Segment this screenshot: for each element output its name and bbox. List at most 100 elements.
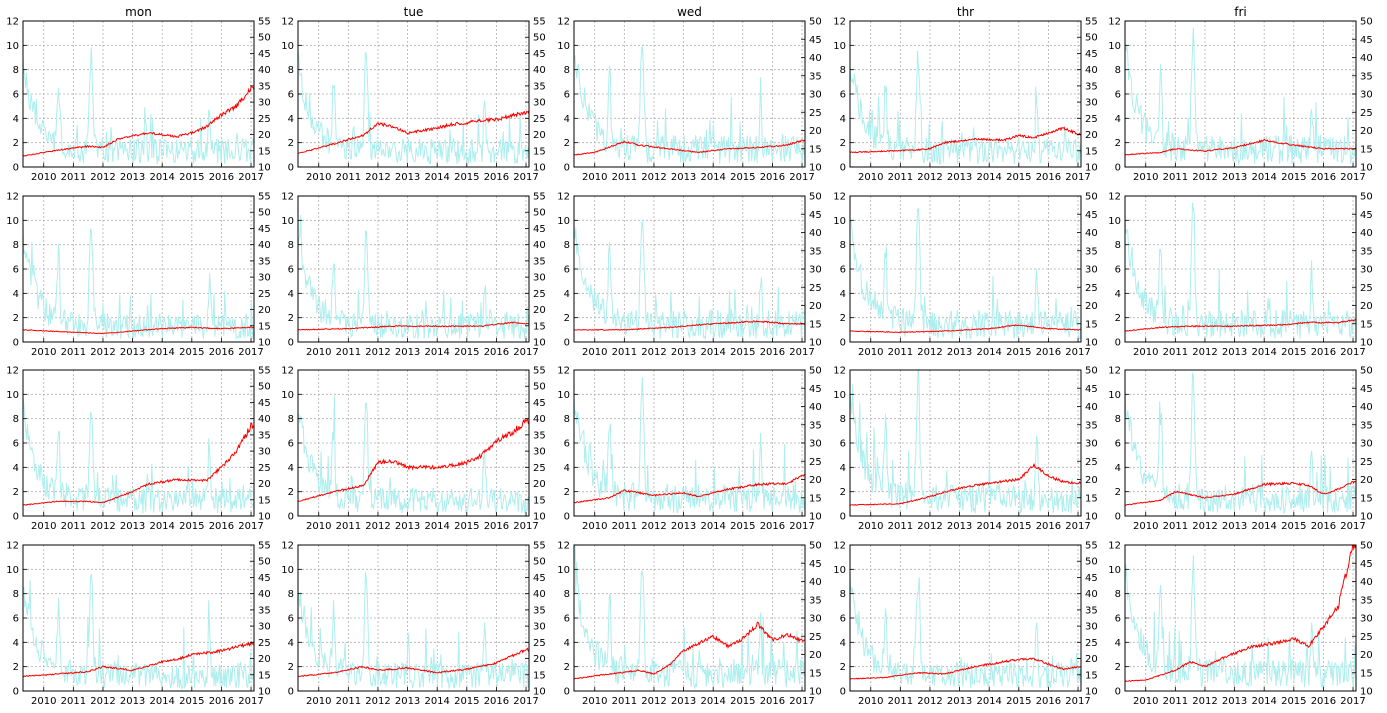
subplot-r2-c4: 0 2 4 6 8 10 12 10 15 20 25 30 35 40 45 50 2010 2011 2012 2… (1108, 366, 1372, 533)
x-tick-label: 2010 (306, 347, 331, 358)
y-right-tick-label: 30 (1360, 614, 1373, 625)
x-tick-label: 2011 (1163, 521, 1188, 532)
x-tick-label: 2014 (700, 521, 725, 532)
red-series-line (298, 321, 529, 331)
y-left-tick-label: 10 (833, 41, 846, 52)
x-tick-label: 2012 (917, 696, 942, 707)
x-tick-label: 2010 (582, 521, 607, 532)
x-tick-label: 2011 (61, 347, 86, 358)
y-right-tick-label: 20 (533, 654, 546, 665)
y-right-tick-label: 50 (258, 33, 271, 44)
y-right-tick-label: 40 (1085, 228, 1098, 239)
y-right-tick-label: 40 (258, 240, 271, 251)
y-right-tick-label: 35 (1360, 246, 1373, 257)
y-right-tick-label: 20 (1085, 654, 1098, 665)
y-right-tick-label: 50 (533, 557, 546, 568)
y-right-tick-label: 50 (1085, 366, 1098, 377)
y-right-tick-label: 15 (533, 495, 546, 506)
y-right-tick-label: 45 (258, 573, 271, 584)
y-left-tick-label: 6 (840, 439, 846, 450)
y-left-tick-label: 12 (281, 541, 294, 552)
x-tick-label: 2017 (238, 172, 263, 183)
y-left-tick-label: 8 (564, 414, 570, 425)
y-left-tick-label: 12 (557, 366, 570, 377)
y-right-tick-label: 40 (809, 228, 822, 239)
y-left-tick-label: 8 (840, 65, 846, 76)
x-tick-label: 2015 (454, 172, 479, 183)
x-tick-label: 2016 (484, 172, 509, 183)
x-tick-label: 2015 (1006, 521, 1031, 532)
y-left-tick-label: 6 (288, 265, 294, 276)
x-tick-label: 2014 (1251, 521, 1276, 532)
y-left-tick-label: 8 (840, 589, 846, 600)
grid (1125, 544, 1356, 692)
y-left-tick-label: 8 (13, 240, 19, 251)
x-tick-label: 2016 (209, 696, 234, 707)
subplot-r3-c2: 0 2 4 6 8 10 12 10 15 20 25 30 35 40 45 50 2010 2011 2012 2… (557, 541, 822, 708)
x-tick-label: 2011 (1163, 696, 1188, 707)
x-tick-label: 2017 (1065, 696, 1090, 707)
y-right-tick-label: 25 (1085, 283, 1098, 294)
y-left-tick-label: 10 (1108, 565, 1121, 576)
y-left-tick-label: 4 (13, 114, 19, 125)
y-left-tick-label: 6 (288, 614, 294, 625)
y-left-tick-label: 12 (833, 541, 846, 552)
x-tick-label: 2010 (306, 696, 331, 707)
x-tick-label: 2012 (90, 521, 115, 532)
y-left-tick-label: 10 (281, 41, 294, 52)
x-tick-label: 2011 (336, 521, 361, 532)
x-tick-label: 2015 (179, 347, 204, 358)
y-right-tick-label: 50 (533, 208, 546, 219)
y-right-tick-label: 30 (1360, 265, 1373, 276)
x-tick-label: 2010 (31, 172, 56, 183)
y-left-tick-label: 10 (1108, 41, 1121, 52)
y-right-tick-label: 15 (1360, 493, 1373, 504)
subplot-r3-c1: 0 2 4 6 8 10 12 10 15 20 25 30 35 40 45 50 55 2010 2011 201… (281, 541, 545, 708)
y-right-tick-label: 20 (1360, 301, 1373, 312)
y-left-tick-label: 6 (1115, 265, 1121, 276)
y-left-tick-label: 2 (1115, 313, 1121, 324)
subplot-r3-c3: 0 2 4 6 8 10 12 10 15 20 25 30 35 40 45 50 55 2010 2011 201… (833, 541, 1097, 708)
y-right-tick-label: 30 (1360, 90, 1373, 101)
y-right-tick-label: 35 (533, 430, 546, 441)
red-series-line (1125, 480, 1356, 506)
x-tick-label: 2012 (917, 172, 942, 183)
y-right-tick-label: 10 (1360, 687, 1373, 698)
x-tick-label: 2016 (1036, 347, 1061, 358)
x-tick-label: 2012 (365, 696, 390, 707)
y-right-tick-label: 50 (809, 192, 822, 203)
y-right-tick-label: 55 (1085, 17, 1098, 28)
y-right-tick-label: 50 (1360, 192, 1373, 203)
y-right-tick-label: 30 (258, 98, 271, 109)
x-tick-label: 2017 (1065, 521, 1090, 532)
y-left-tick-label: 8 (288, 589, 294, 600)
y-left-tick-label: 0 (13, 687, 19, 698)
y-left-tick-label: 2 (564, 662, 570, 673)
subplot-title: thr (957, 5, 974, 19)
y-right-tick-label: 10 (809, 512, 822, 523)
x-tick-label: 2016 (209, 172, 234, 183)
red-series-line (1125, 138, 1356, 156)
y-right-tick-label: 25 (1360, 632, 1373, 643)
y-left-tick-label: 12 (833, 17, 846, 28)
y-right-tick-label: 55 (533, 541, 546, 552)
x-tick-label: 2017 (789, 521, 814, 532)
x-tick-label: 2013 (120, 521, 145, 532)
y-right-tick-label: 30 (809, 90, 822, 101)
x-tick-label: 2010 (858, 172, 883, 183)
y-left-tick-label: 0 (1115, 163, 1121, 174)
red-series-line (574, 621, 805, 680)
x-tick-label: 2010 (1133, 696, 1158, 707)
y-right-tick-label: 25 (258, 289, 271, 300)
y-right-tick-label: 40 (533, 414, 546, 425)
y-right-tick-label: 10 (1360, 512, 1373, 523)
y-right-tick-label: 45 (809, 559, 822, 570)
red-series-line (850, 463, 1081, 506)
y-right-tick-label: 55 (1085, 541, 1098, 552)
y-right-tick-label: 50 (809, 366, 822, 377)
y-left-tick-label: 8 (1115, 65, 1121, 76)
y-right-tick-label: 25 (258, 638, 271, 649)
x-tick-label: 2013 (395, 172, 420, 183)
x-tick-label: 2014 (424, 172, 449, 183)
y-right-tick-label: 20 (1085, 475, 1098, 486)
